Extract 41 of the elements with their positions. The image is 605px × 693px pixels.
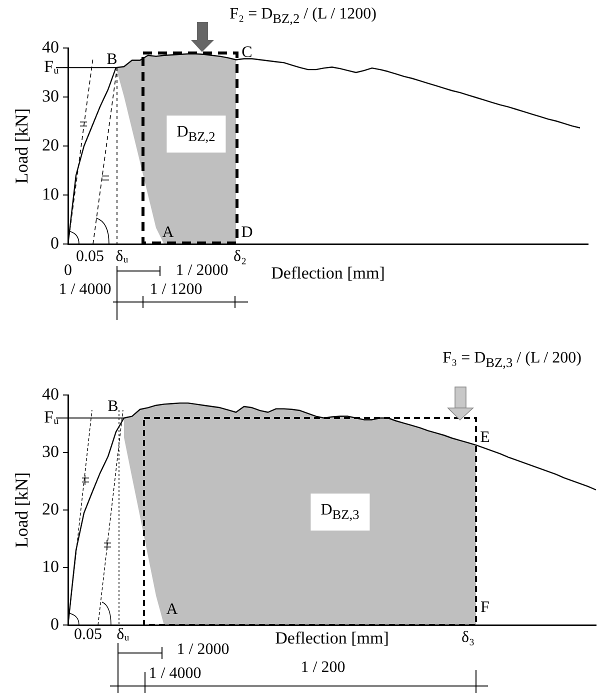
text: 1 / 1200 <box>150 281 202 299</box>
y-tick-label: 10 <box>42 556 59 576</box>
y-tick-label: 20 <box>42 135 59 154</box>
y-axis-title: Load [kN] <box>12 108 32 184</box>
annotation: C <box>242 44 252 62</box>
y-tick-label: 20 <box>42 499 59 518</box>
y-tick-label: Fᵤ <box>44 407 60 426</box>
annotation: D <box>241 224 253 242</box>
text: 1 / 4000 <box>148 665 202 683</box>
text: δᵤ <box>116 248 128 266</box>
text: δ₃ <box>461 629 475 647</box>
annotation: B <box>106 51 118 69</box>
annotation: D$_{BZ,3}$ <box>310 494 370 530</box>
text: 1 / 2000 <box>176 262 228 280</box>
y-tick-label: 40 <box>42 384 59 404</box>
text: 0.05 <box>76 248 104 266</box>
x-axis-title: Deflection [mm] <box>275 628 389 648</box>
y-tick-label: 30 <box>42 442 59 461</box>
x-axis-title: Deflection [mm] <box>271 263 385 282</box>
annotation: A <box>166 601 178 619</box>
y-tick-label: 30 <box>42 86 59 106</box>
annotation: F <box>480 599 490 617</box>
text: δᵤ <box>116 626 130 644</box>
y-tick-label: 40 <box>42 37 59 56</box>
text: F₂ = D$_{BZ,2}$ / (L / 1200) <box>230 6 376 26</box>
annotation: E <box>480 429 490 447</box>
text: F₃ = D$_{BZ,3}$ / (L / 200) <box>442 350 582 370</box>
y-tick-label: 0 <box>50 614 59 634</box>
text: 1 / 2000 <box>176 641 230 659</box>
text: 1 / 4000 <box>58 281 112 299</box>
annotation: B <box>108 398 118 416</box>
annotation: D$_{BZ,2}$ <box>166 116 226 152</box>
y-tick-label: 0 <box>50 233 59 252</box>
text: 1 / 200 <box>300 659 346 677</box>
y-tick-label: Fᵤ <box>44 57 60 76</box>
text: δ₂ <box>233 248 247 266</box>
text: 0 <box>64 262 72 280</box>
y-tick-label: 10 <box>42 184 59 204</box>
annotation: A <box>162 224 174 242</box>
y-axis-title: Load [kN] <box>12 472 32 548</box>
text: 0.05 <box>74 626 102 644</box>
